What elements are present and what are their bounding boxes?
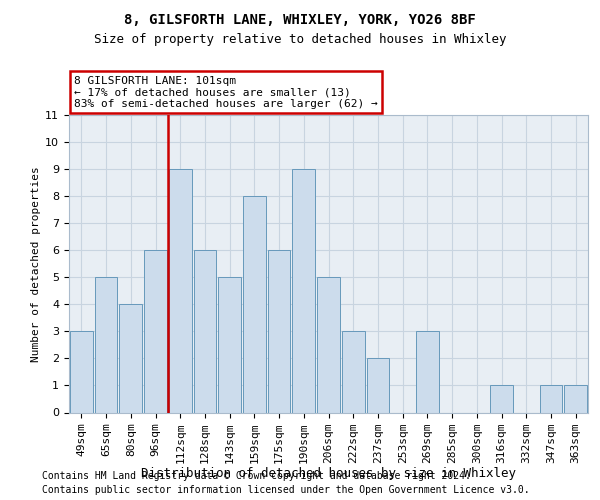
Bar xyxy=(119,304,142,412)
Text: 8 GILSFORTH LANE: 101sqm
← 17% of detached houses are smaller (13)
83% of semi-d: 8 GILSFORTH LANE: 101sqm ← 17% of detach… xyxy=(74,76,378,109)
Bar xyxy=(70,332,93,412)
Bar xyxy=(218,278,241,412)
Bar xyxy=(367,358,389,412)
X-axis label: Distribution of detached houses by size in Whixley: Distribution of detached houses by size … xyxy=(141,467,516,480)
Bar xyxy=(95,278,118,412)
Bar xyxy=(144,250,167,412)
Text: Contains public sector information licensed under the Open Government Licence v3: Contains public sector information licen… xyxy=(42,485,530,495)
Bar xyxy=(539,386,562,412)
Text: 8, GILSFORTH LANE, WHIXLEY, YORK, YO26 8BF: 8, GILSFORTH LANE, WHIXLEY, YORK, YO26 8… xyxy=(124,12,476,26)
Text: Size of property relative to detached houses in Whixley: Size of property relative to detached ho… xyxy=(94,32,506,46)
Bar xyxy=(490,386,513,412)
Bar xyxy=(317,278,340,412)
Bar xyxy=(292,169,315,412)
Y-axis label: Number of detached properties: Number of detached properties xyxy=(31,166,41,362)
Bar xyxy=(169,169,191,412)
Bar xyxy=(564,386,587,412)
Text: Contains HM Land Registry data © Crown copyright and database right 2024.: Contains HM Land Registry data © Crown c… xyxy=(42,471,471,481)
Bar xyxy=(194,250,216,412)
Bar xyxy=(416,332,439,412)
Bar xyxy=(243,196,266,412)
Bar xyxy=(342,332,365,412)
Bar xyxy=(268,250,290,412)
